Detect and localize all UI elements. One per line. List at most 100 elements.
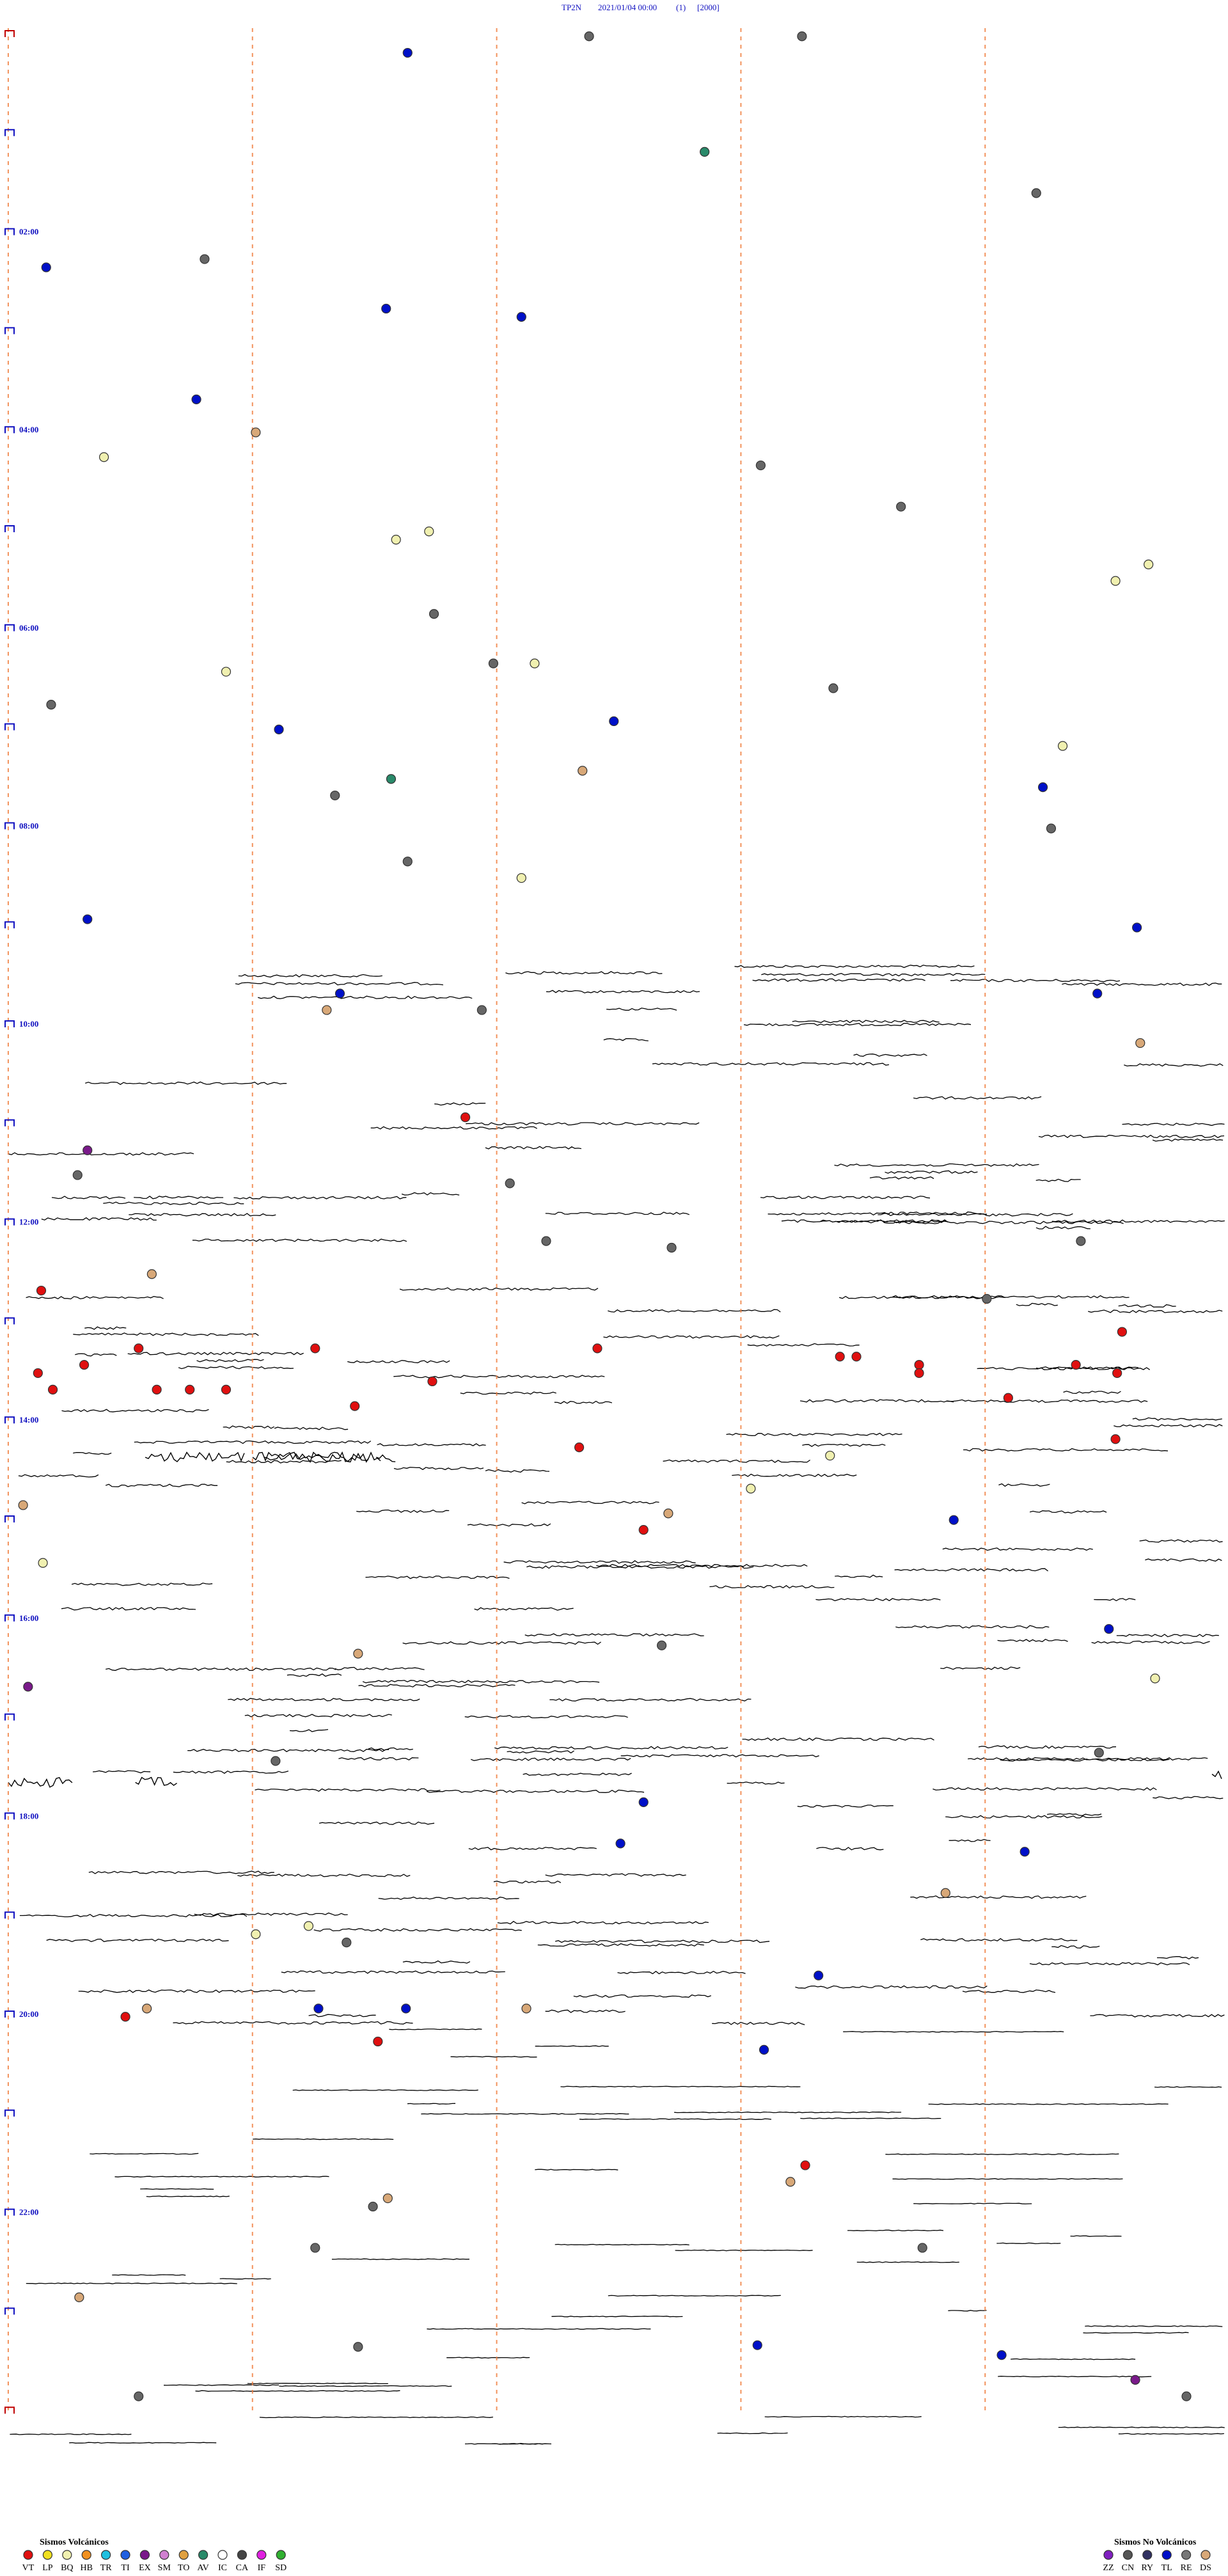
- event-dot: [251, 1929, 261, 1940]
- event-dot: [23, 1682, 33, 1692]
- event-dot: [120, 2012, 130, 2022]
- event-dot: [982, 1293, 992, 1304]
- event-dot: [330, 790, 340, 801]
- legend-dot: [1142, 2550, 1153, 2560]
- event-dot: [516, 873, 526, 883]
- event-dot: [1057, 741, 1068, 751]
- legend-dot: [237, 2550, 247, 2560]
- hour-bracket: [4, 129, 15, 136]
- legend-label: ZZ: [1103, 2563, 1114, 2573]
- event-dot: [386, 774, 397, 784]
- event-dot: [402, 857, 413, 867]
- event-dot: [1110, 1434, 1121, 1444]
- hour-bracket: [4, 1713, 15, 1721]
- scale: [2000]: [697, 3, 720, 12]
- event-dot: [373, 2036, 383, 2047]
- event-dot: [402, 47, 413, 58]
- event-dot: [949, 1515, 959, 1525]
- event-dot: [476, 1005, 487, 1015]
- time-label: 02:00: [19, 227, 38, 237]
- event-dot: [79, 1360, 90, 1370]
- trace-burst: [8, 1451, 1222, 1788]
- hour-bracket: [4, 1812, 15, 1820]
- event-dot: [83, 914, 93, 924]
- time-label: 22:00: [19, 2208, 38, 2217]
- event-dot: [755, 460, 766, 471]
- event-dot: [797, 31, 807, 42]
- event-dot: [663, 1508, 673, 1519]
- event-dot: [368, 2201, 378, 2212]
- event-dot: [835, 1352, 845, 1362]
- time-label: 16:00: [19, 1613, 38, 1623]
- event-dot: [940, 1888, 950, 1898]
- event-dot: [584, 31, 594, 42]
- hour-bracket: [4, 2109, 15, 2117]
- event-dot: [1132, 922, 1142, 933]
- legend-label: CA: [236, 2563, 249, 2573]
- event-dot: [541, 1236, 551, 1246]
- legend-label: TI: [121, 2563, 130, 2573]
- hour-bracket: [4, 525, 15, 532]
- legend-dot: [101, 2550, 111, 2560]
- event-dot: [142, 2003, 152, 2014]
- event-dot: [41, 262, 51, 273]
- event-dot: [382, 2193, 393, 2204]
- legend-dot: [159, 2550, 169, 2560]
- legend: Sismos Volcánicos Sismos No Volcánicos V…: [22, 2538, 1211, 2573]
- hour-bracket: [4, 1911, 15, 1919]
- event-dot: [353, 1648, 363, 1659]
- hour-bracket: [4, 2208, 15, 2216]
- event-dot: [353, 2342, 363, 2352]
- event-dot: [521, 2003, 531, 2014]
- event-dot: [638, 1525, 649, 1535]
- event-dot: [814, 1970, 824, 1980]
- legend-dot: [120, 2550, 130, 2560]
- event-dot: [221, 1384, 232, 1395]
- event-dot: [313, 2003, 324, 2014]
- legend-label: RY: [1141, 2563, 1153, 2573]
- event-dot: [1019, 1847, 1030, 1857]
- legend-label: TO: [178, 2563, 189, 2573]
- legend-dot: [1200, 2550, 1211, 2560]
- legend-title: Sismos Volcánicos: [40, 2538, 109, 2547]
- event-dot: [134, 1343, 144, 1354]
- event-dot: [83, 1145, 93, 1155]
- event-dot: [342, 1938, 352, 1948]
- event-dot: [350, 1401, 360, 1411]
- event-dot: [996, 2350, 1007, 2360]
- event-dot: [592, 1343, 602, 1354]
- event-dot: [530, 658, 540, 668]
- event-dot: [609, 716, 619, 727]
- event-dot: [1104, 1624, 1114, 1634]
- legend-title: Sismos No Volcánicos: [1114, 2538, 1197, 2547]
- event-dot: [1031, 188, 1041, 198]
- event-dot: [391, 535, 401, 545]
- event-dot: [505, 1178, 515, 1189]
- time-labels: 02:00 04:00 06:00 08:00 10:00 12:00 14:00 16:00…: [19, 227, 38, 2217]
- legend-label: TR: [100, 2563, 113, 2573]
- event-dot: [914, 1360, 924, 1370]
- hour-bracket: [4, 1218, 15, 1226]
- event-dot: [516, 312, 526, 322]
- event-dot: [752, 2340, 762, 2350]
- event-dot: [221, 667, 232, 677]
- event-dot: [38, 1558, 48, 1568]
- events: [18, 31, 1192, 2401]
- event-dot: [488, 658, 499, 668]
- event-dot: [1037, 782, 1048, 793]
- hour-bracket: [4, 921, 15, 929]
- event-dot: [656, 1640, 667, 1650]
- event-dot: [381, 303, 391, 314]
- hour-bracket: [4, 2011, 15, 2018]
- event-dot: [335, 988, 345, 999]
- legend-label: RE: [1181, 2563, 1192, 2573]
- hour-bracket: [4, 426, 15, 434]
- event-dot: [460, 1112, 471, 1123]
- station: TP2N: [562, 3, 582, 12]
- hour-bracket: [4, 624, 15, 631]
- time-label: 18:00: [19, 1811, 38, 1821]
- guides: [4, 28, 986, 2414]
- event-dot: [191, 394, 201, 404]
- time-label: 20:00: [19, 2009, 38, 2019]
